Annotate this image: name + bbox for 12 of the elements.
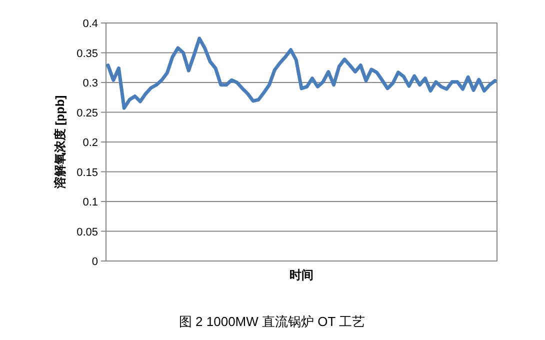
y-tick-label: 0.25 bbox=[76, 107, 98, 120]
x-axis-title: 时间 bbox=[290, 268, 314, 282]
y-tick-label: 0.05 bbox=[76, 226, 98, 238]
y-tick-label: 0.1 bbox=[82, 196, 98, 208]
y-tick-label: 0 bbox=[92, 256, 98, 268]
y-axis-title: 溶解氧浓度 [ppb] bbox=[53, 95, 67, 190]
y-tick-label: 0.35 bbox=[76, 48, 98, 60]
y-tick-label: 0.2 bbox=[82, 137, 98, 149]
y-tick-label: 0.4 bbox=[82, 18, 98, 30]
y-tick-label: 0.15 bbox=[76, 166, 98, 179]
y-tick-label: 0.3 bbox=[82, 78, 98, 90]
text: 图 2 1000MW 直流锅炉 OT 工艺 bbox=[178, 314, 366, 329]
